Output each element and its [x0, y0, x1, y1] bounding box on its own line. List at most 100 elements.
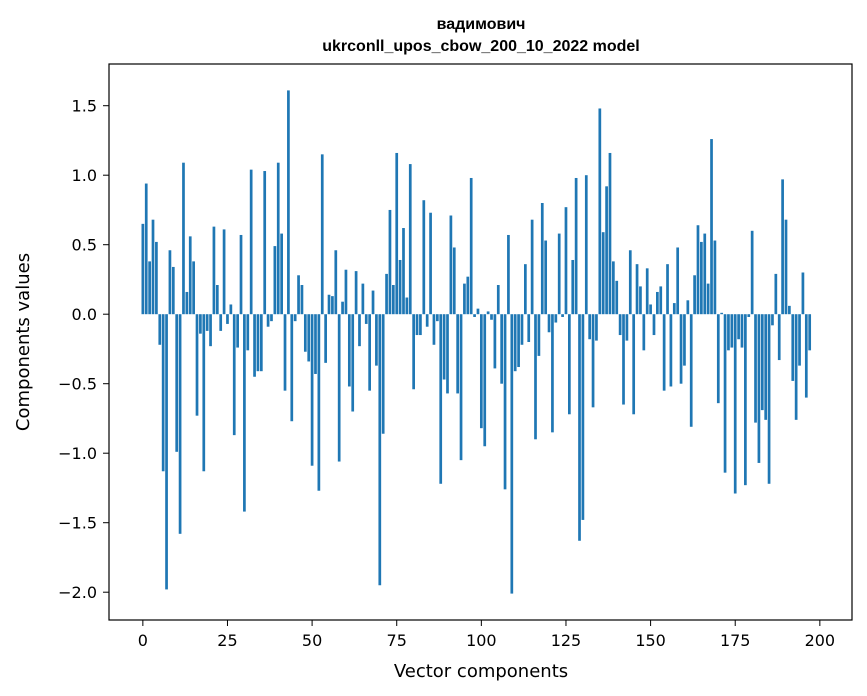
bar [642, 314, 646, 351]
chart-subtitle: ukrconll_upos_cbow_200_10_2022 model [322, 38, 639, 55]
bar [757, 314, 761, 463]
bar [500, 314, 504, 384]
bar [564, 207, 568, 315]
bar [388, 209, 392, 315]
x-axis: 0 25 50 75 100 125 150 175 200 [138, 620, 835, 650]
bar [595, 314, 598, 341]
bar [290, 314, 294, 422]
bar [503, 314, 507, 490]
bar [151, 219, 155, 315]
bar [398, 259, 402, 315]
bar [432, 314, 436, 345]
bar [703, 233, 707, 315]
bar [774, 273, 778, 315]
bar [520, 314, 524, 345]
bar [466, 276, 470, 315]
bar [327, 294, 331, 315]
bar [808, 314, 812, 351]
bar [588, 314, 592, 340]
bar [730, 314, 734, 348]
bar [754, 314, 757, 423]
bar [463, 283, 466, 315]
bar [612, 261, 615, 315]
bar [706, 283, 710, 315]
bar [246, 314, 250, 351]
bar [293, 314, 297, 322]
bar [446, 314, 449, 394]
bar [317, 314, 321, 491]
bar [639, 286, 642, 315]
bar [540, 203, 544, 315]
bar [713, 240, 717, 315]
bar [486, 311, 490, 315]
bar [469, 177, 473, 315]
bar [368, 314, 371, 391]
bar [219, 314, 223, 331]
bar [473, 314, 476, 317]
bar [341, 301, 344, 315]
bar [676, 247, 680, 315]
bar [645, 268, 649, 315]
bar [175, 314, 179, 452]
bar [568, 314, 571, 415]
bar [344, 269, 348, 315]
bar [456, 314, 460, 394]
bar [459, 314, 463, 461]
bar [679, 314, 683, 384]
bar [696, 225, 700, 315]
bar [155, 241, 158, 315]
bar [720, 312, 724, 315]
x-tick-label: 125 [551, 631, 582, 650]
bar [449, 215, 453, 315]
bar [493, 314, 497, 369]
bar [442, 314, 446, 380]
y-axis-label: Components values [13, 253, 34, 431]
y-tick-label: 1.0 [72, 166, 97, 185]
x-tick-label: 150 [635, 631, 666, 650]
bar [402, 228, 405, 315]
bar [723, 314, 727, 473]
bar [182, 162, 185, 315]
bar [270, 314, 273, 322]
bar [236, 314, 239, 348]
bar [195, 314, 199, 416]
x-tick-label: 25 [217, 631, 237, 650]
bar [659, 286, 663, 315]
bar [618, 314, 622, 336]
bar [764, 314, 768, 420]
bar [405, 297, 409, 315]
bar [307, 314, 311, 362]
bar [656, 291, 659, 315]
bar [419, 314, 422, 336]
bar [334, 250, 338, 315]
bars-group [141, 90, 812, 594]
y-tick-label: −1.5 [58, 514, 97, 533]
bar [537, 314, 541, 356]
bar [652, 314, 656, 336]
bar [266, 314, 270, 327]
bar [740, 314, 744, 348]
bar [524, 264, 527, 315]
plot-frame [108, 63, 853, 621]
bar [324, 314, 327, 363]
bar [229, 304, 233, 315]
bar [165, 314, 168, 590]
bar [591, 314, 595, 408]
bar [672, 303, 676, 315]
bar [391, 285, 395, 315]
bar [408, 164, 412, 315]
bar [547, 314, 551, 333]
bar [632, 314, 636, 415]
bar [314, 314, 317, 374]
bar [479, 314, 483, 429]
bar [303, 314, 307, 352]
bar [710, 139, 713, 315]
bar [429, 212, 432, 315]
bar [744, 314, 747, 486]
bar [686, 300, 690, 315]
bar [733, 314, 737, 494]
y-tick-label: −1.0 [58, 444, 97, 463]
bar [554, 314, 558, 323]
x-tick-label: 0 [138, 631, 148, 650]
bar [716, 314, 720, 404]
